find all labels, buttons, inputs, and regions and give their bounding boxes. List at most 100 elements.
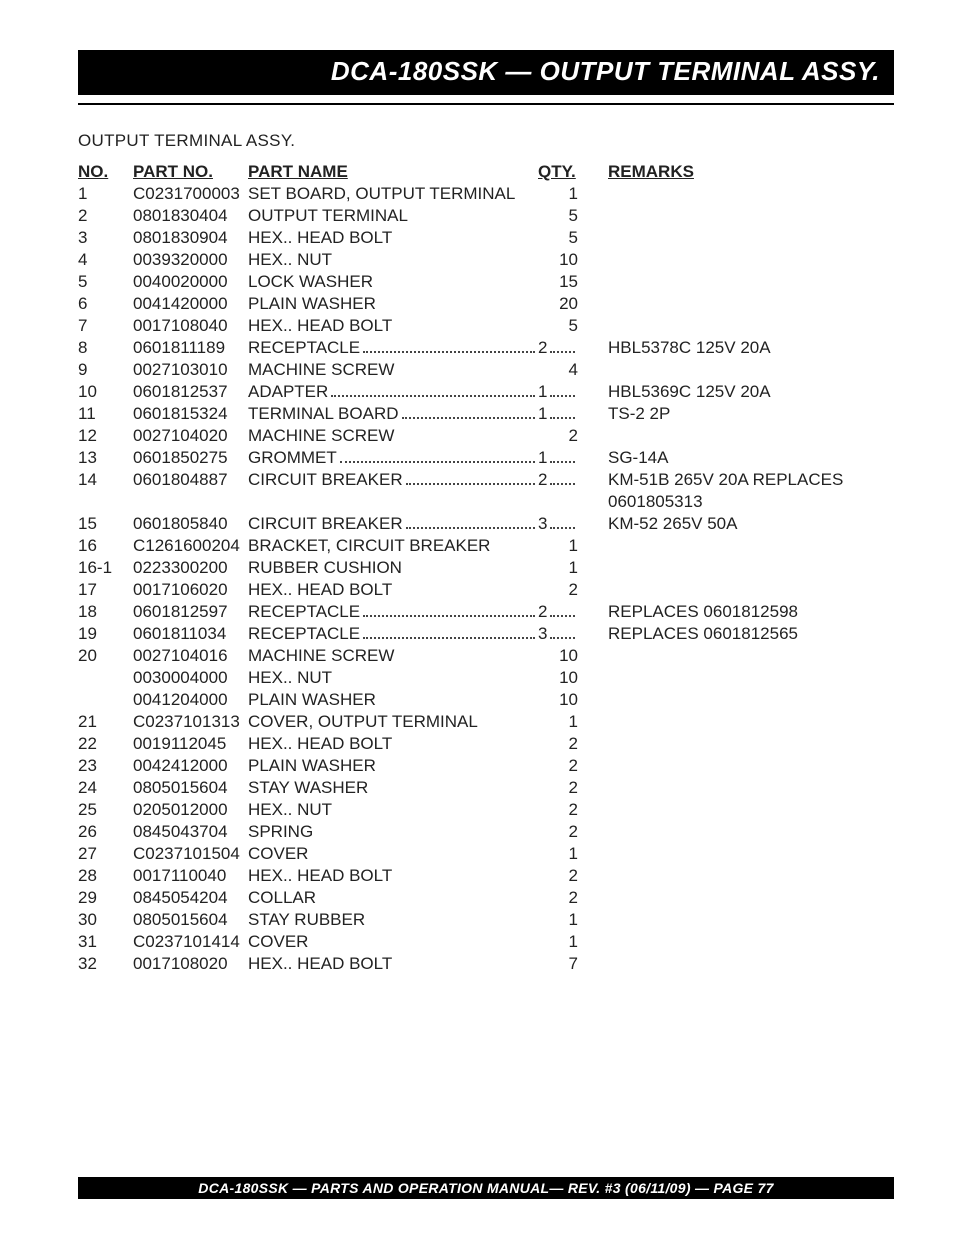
cell-qty: 1 [538,711,608,733]
cell-qty: 7 [538,953,608,975]
cell-partname: HEX.. HEAD BOLT [248,315,538,337]
cell-qty: 1 [538,403,608,425]
cell-no: 7 [78,315,133,337]
cell-partno: 0845043704 [133,821,248,843]
col-header-qty: QTY. [538,161,608,183]
cell-qty: 1 [538,843,608,865]
cell-remarks [608,315,894,337]
cell-partno: 0027104020 [133,425,248,447]
section-title: OUTPUT TERMINAL ASSY. [78,131,894,151]
cell-partname: STAY RUBBER [248,909,538,931]
cell-no: 26 [78,821,133,843]
cell-partno: 0845054204 [133,887,248,909]
table-row: 300805015604STAY RUBBER1 [78,909,894,931]
footer-text: DCA-180SSK — PARTS AND OPERATION MANUAL—… [198,1180,773,1196]
table-row: 230042412000PLAIN WASHER2 [78,755,894,777]
title-underline [78,103,894,105]
cell-qty: 4 [538,359,608,381]
cell-no: 28 [78,865,133,887]
cell-remarks [608,359,894,381]
cell-qty: 10 [538,667,608,689]
cell-qty: 2 [538,469,608,491]
table-row: 100601812537ADAPTER1HBL5369C 125V 20A [78,381,894,403]
page-title: DCA-180SSK — OUTPUT TERMINAL ASSY. [331,56,880,86]
cell-remarks [608,227,894,249]
cell-remarks [608,667,894,689]
table-row: 60041420000PLAIN WASHER20 [78,293,894,315]
cell-partno: 0030004000 [133,667,248,689]
cell-no: 30 [78,909,133,931]
cell-qty: 1 [538,557,608,579]
cell-partname: CIRCUIT BREAKER [248,469,538,491]
cell-qty: 2 [538,887,608,909]
cell-partno: 0017108040 [133,315,248,337]
table-row: 70017108040HEX.. HEAD BOLT5 [78,315,894,337]
cell-partno: 0017106020 [133,579,248,601]
cell-partno: 0205012000 [133,799,248,821]
table-row: 0601805313 [78,491,894,513]
col-header-partno: PART NO. [133,161,248,183]
cell-partname: CIRCUIT BREAKER [248,513,538,535]
cell-no: 21 [78,711,133,733]
table-row: 320017108020HEX.. HEAD BOLT7 [78,953,894,975]
cell-no [78,689,133,711]
cell-partname: HEX.. HEAD BOLT [248,227,538,249]
cell-partname: MACHINE SCREW [248,359,538,381]
cell-qty: 2 [538,733,608,755]
table-row: 180601812597RECEPTACLE2REPLACES 06018125… [78,601,894,623]
cell-partno: 0801830904 [133,227,248,249]
cell-partname: HEX.. HEAD BOLT [248,579,538,601]
table-header-row: NO. PART NO. PART NAME QTY. REMARKS [78,161,894,183]
cell-remarks [608,711,894,733]
table-row: 90027103010MACHINE SCREW4 [78,359,894,381]
cell-remarks: REPLACES 0601812598 [608,601,894,623]
cell-remarks [608,535,894,557]
cell-remarks [608,953,894,975]
page-title-bar: DCA-180SSK — OUTPUT TERMINAL ASSY. [78,50,894,95]
cell-qty: 10 [538,689,608,711]
cell-qty: 1 [538,447,608,469]
cell-remarks: TS-2 2P [608,403,894,425]
cell-remarks [608,557,894,579]
cell-partno: 0027103010 [133,359,248,381]
cell-partname: COVER, OUTPUT TERMINAL [248,711,538,733]
cell-partname: HEX.. HEAD BOLT [248,733,538,755]
table-row: 0030004000HEX.. NUT10 [78,667,894,689]
cell-remarks [608,843,894,865]
cell-partno: 0601805840 [133,513,248,535]
cell-qty: 10 [538,249,608,271]
cell-partname: GROMMET [248,447,538,469]
table-row: 150601805840CIRCUIT BREAKER3KM-52 265V 5… [78,513,894,535]
cell-partno: 0019112045 [133,733,248,755]
cell-no: 13 [78,447,133,469]
cell-qty: 3 [538,513,608,535]
cell-partno: 0601812597 [133,601,248,623]
cell-remarks [608,821,894,843]
table-row: 20801830404OUTPUT TERMINAL5 [78,205,894,227]
table-row: 120027104020MACHINE SCREW2 [78,425,894,447]
cell-no: 6 [78,293,133,315]
cell-remarks [608,183,894,205]
cell-no: 25 [78,799,133,821]
cell-qty: 20 [538,293,608,315]
table-row: 280017110040HEX.. HEAD BOLT2 [78,865,894,887]
cell-remarks: HBL5369C 125V 20A [608,381,894,403]
table-row: 130601850275GROMMET1SG-14A [78,447,894,469]
cell-no: 17 [78,579,133,601]
cell-remarks [608,689,894,711]
cell-partno: 0041204000 [133,689,248,711]
cell-partno: 0042412000 [133,755,248,777]
cell-remarks [608,293,894,315]
table-row: 16C1261600204BRACKET, CIRCUIT BREAKER1 [78,535,894,557]
cell-remarks [608,777,894,799]
cell-qty: 5 [538,205,608,227]
cell-no: 8 [78,337,133,359]
cell-remarks [608,865,894,887]
cell-no: 19 [78,623,133,645]
cell-partname: BRACKET, CIRCUIT BREAKER [248,535,538,557]
cell-partname: SET BOARD, OUTPUT TERMINAL [248,183,538,205]
cell-partname: COVER [248,931,538,953]
cell-partname: MACHINE SCREW [248,645,538,667]
cell-remarks [608,755,894,777]
cell-qty: 2 [538,601,608,623]
